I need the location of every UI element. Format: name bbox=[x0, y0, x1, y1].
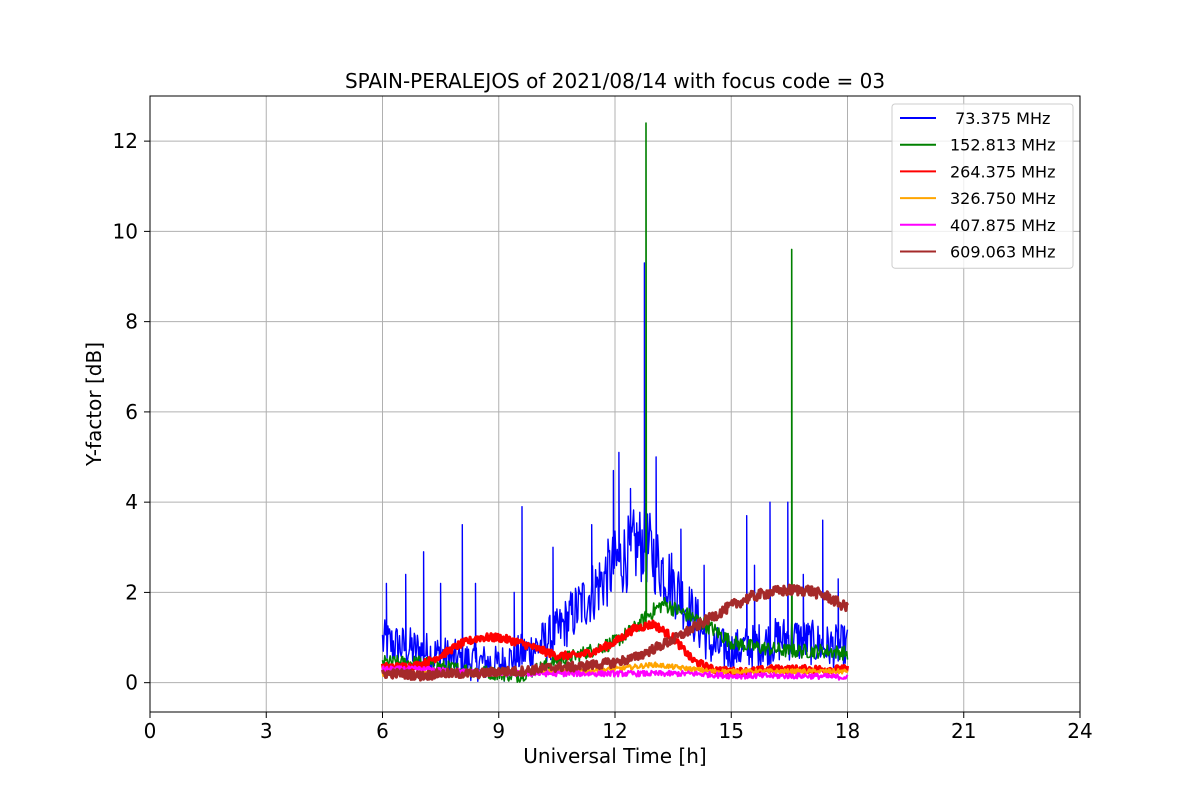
series-4 bbox=[381, 665, 849, 681]
y-tick-label: 6 bbox=[125, 400, 138, 424]
y-tick-label: 2 bbox=[125, 580, 138, 604]
legend-label: 609.063 MHz bbox=[950, 243, 1055, 262]
legend-label: 407.875 MHz bbox=[950, 216, 1055, 235]
chart-title: SPAIN-PERALEJOS of 2021/08/14 with focus… bbox=[345, 69, 885, 93]
x-tick-label: 9 bbox=[492, 719, 505, 743]
series-layer bbox=[380, 122, 850, 684]
y-tick-label: 4 bbox=[125, 490, 138, 514]
series-2 bbox=[380, 619, 850, 677]
legend-label: 152.813 MHz bbox=[950, 136, 1055, 155]
legend-label: 264.375 MHz bbox=[950, 162, 1055, 181]
series-line bbox=[381, 122, 849, 684]
series-line bbox=[381, 262, 849, 682]
x-tick-label: 3 bbox=[260, 719, 273, 743]
y-axis-label: Y-factor [dB] bbox=[82, 342, 106, 467]
x-tick-label: 18 bbox=[835, 719, 860, 743]
x-tick-label: 24 bbox=[1067, 719, 1092, 743]
legend-label: 326.750 MHz bbox=[950, 189, 1055, 208]
x-axis-label: Universal Time [h] bbox=[523, 744, 706, 768]
x-tick-label: 12 bbox=[602, 719, 627, 743]
y-tick-label: 12 bbox=[113, 129, 138, 153]
legend: 73.375 MHz 152.813 MHz 264.375 MHz 326.750 … bbox=[891, 103, 1074, 269]
x-tick-label: 0 bbox=[144, 719, 157, 743]
series-line bbox=[381, 665, 849, 681]
x-tick-label: 6 bbox=[376, 719, 389, 743]
legend-box bbox=[891, 103, 1074, 269]
legend-label: 73.375 MHz bbox=[950, 109, 1050, 128]
x-tick-label: 21 bbox=[951, 719, 976, 743]
series-line bbox=[380, 583, 849, 682]
x-tick-label: 15 bbox=[719, 719, 744, 743]
y-tick-label: 10 bbox=[113, 219, 138, 243]
series-0 bbox=[381, 262, 849, 682]
y-tick-label: 0 bbox=[125, 671, 138, 695]
series-5 bbox=[380, 583, 849, 682]
y-tick-label: 8 bbox=[125, 310, 138, 334]
series-line bbox=[380, 619, 850, 677]
series-1 bbox=[381, 122, 849, 684]
